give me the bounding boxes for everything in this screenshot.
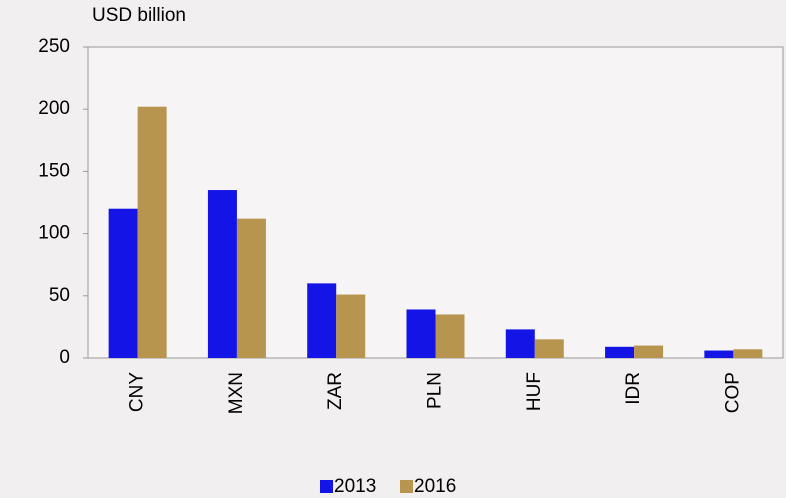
bar <box>137 106 167 358</box>
bar <box>108 208 138 358</box>
bar <box>236 218 266 358</box>
y-tick-label: 100 <box>38 223 70 244</box>
y-tick-label: 50 <box>49 285 70 306</box>
bar <box>505 329 535 358</box>
x-tick-label: MXN <box>226 372 247 414</box>
x-tick-label: IDR <box>623 372 644 405</box>
x-tick-label: ZAR <box>325 372 346 410</box>
bar <box>406 309 436 358</box>
legend-label: 2016 <box>414 476 456 497</box>
bar <box>534 339 564 358</box>
bar <box>336 294 366 358</box>
x-tick-label: HUF <box>524 372 545 411</box>
y-tick-label: 0 <box>59 347 70 368</box>
bar <box>207 190 237 358</box>
legend-swatch <box>320 480 333 493</box>
y-tick-label: 250 <box>38 36 70 57</box>
y-tick-label: 150 <box>38 160 70 181</box>
bar <box>307 283 337 358</box>
x-tick-label: CNY <box>127 372 148 412</box>
plot-area <box>87 46 784 359</box>
bar <box>704 350 734 358</box>
x-tick-label: COP <box>722 372 743 413</box>
y-axis-label: USD billion <box>92 5 186 26</box>
legend-swatch <box>400 480 413 493</box>
bar <box>605 346 635 358</box>
y-tick-label: 200 <box>38 98 70 119</box>
bar <box>634 345 664 358</box>
bar <box>733 349 763 358</box>
x-tick-label: PLN <box>425 372 446 409</box>
bar <box>435 314 465 358</box>
legend-label: 2013 <box>334 476 376 497</box>
